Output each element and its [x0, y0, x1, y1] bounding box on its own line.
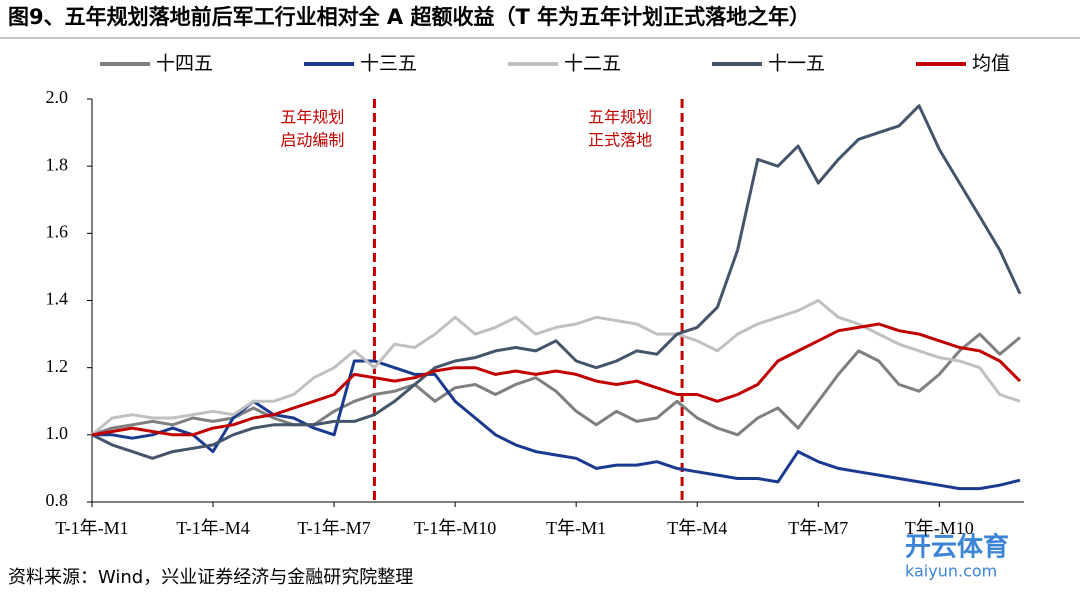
annotation-text: 正式落地 — [588, 131, 652, 150]
legend-label: 十三五 — [360, 53, 417, 75]
chart-title: 图9、五年规划落地前后军工行业相对全 A 超额收益（T 年为五年计划正式落地之年… — [8, 5, 810, 29]
series-line — [91, 299, 1021, 436]
x-tick-label: T-1年-M1 — [55, 518, 128, 538]
x-tick-label: T-1年-M7 — [297, 518, 370, 538]
y-tick-label: 1.4 — [46, 289, 69, 309]
y-tick-label: 1.8 — [46, 154, 69, 174]
y-tick-label: 1.2 — [46, 356, 69, 376]
watermark: 开云体育 — [905, 532, 1009, 563]
legend-label: 十四五 — [156, 53, 213, 75]
annotation-text: 五年规划 — [588, 108, 652, 127]
annotation-text: 五年规划 — [280, 108, 344, 127]
source: 资料来源：Wind，兴业证券经济与金融研究院整理 — [8, 567, 413, 588]
x-tick-label: T年-M10 — [905, 518, 974, 538]
y-tick-label: 2.0 — [46, 87, 69, 107]
series-line — [91, 332, 1021, 437]
legend-label: 十二五 — [564, 53, 621, 75]
x-tick-label: T-1年-M4 — [176, 518, 249, 538]
x-tick-label: T年-M4 — [667, 518, 727, 538]
series-line — [91, 104, 1022, 460]
watermark: kaiyun.com — [905, 562, 997, 581]
y-tick-label: 1.0 — [46, 423, 69, 443]
x-tick-label: T-1年-M10 — [414, 518, 496, 538]
x-tick-label: T年-M1 — [546, 518, 606, 538]
legend-label: 十一五 — [768, 53, 825, 75]
y-tick-label: 0.8 — [46, 490, 69, 510]
series-line — [91, 322, 1022, 437]
y-tick-label: 1.6 — [46, 221, 69, 241]
x-tick-label: T年-M7 — [788, 518, 848, 538]
annotation-text: 启动编制 — [280, 131, 344, 150]
legend-label: 均值 — [972, 53, 1010, 75]
